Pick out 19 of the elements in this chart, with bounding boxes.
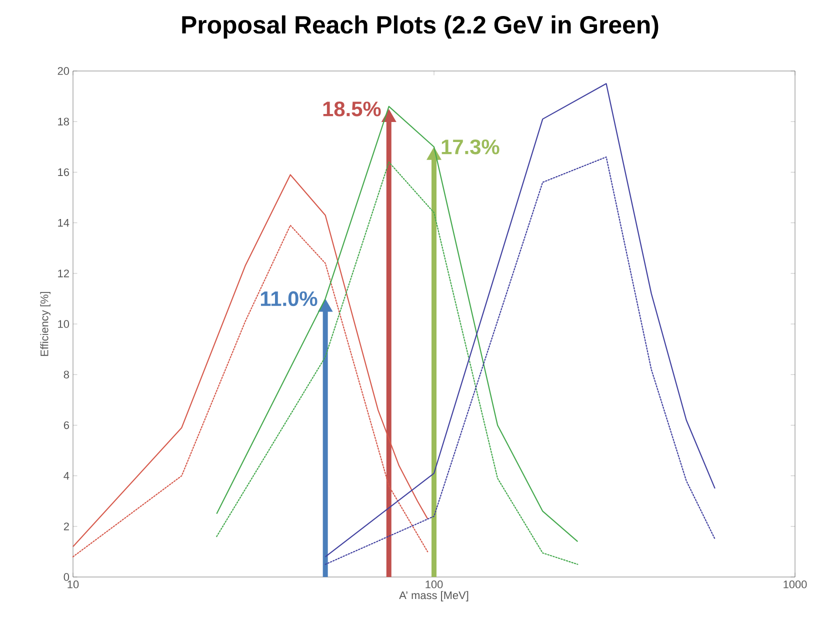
- annotation: 18.5%: [323, 102, 381, 116]
- annotation: 11.0%: [260, 291, 318, 306]
- x-axis-title: A’ mass [MeV]: [399, 591, 468, 602]
- y-axis-title: Efficiency [%]: [40, 292, 50, 356]
- y-tick-label: 16: [58, 168, 69, 176]
- y-tick-label: 2: [64, 522, 69, 530]
- y-tick-label: 20: [58, 67, 70, 75]
- y-tick-label: 18: [58, 118, 69, 126]
- y-tick-label: 0: [64, 573, 70, 581]
- y-tick-label: 6: [64, 421, 69, 430]
- x-tick-label: 100: [426, 580, 443, 588]
- y-tick-label: 10: [58, 320, 70, 328]
- y-tick-label: 8: [64, 370, 69, 378]
- x-tick-label: 1000: [784, 580, 807, 588]
- y-tick-label: 12: [58, 270, 69, 278]
- chart-title: Proposal Reach Plots (2.2 GeV in Green): [182, 15, 658, 39]
- annotation: 17.3%: [442, 139, 500, 154]
- y-tick-label: 4: [64, 472, 70, 480]
- y-tick-label: 14: [58, 219, 70, 227]
